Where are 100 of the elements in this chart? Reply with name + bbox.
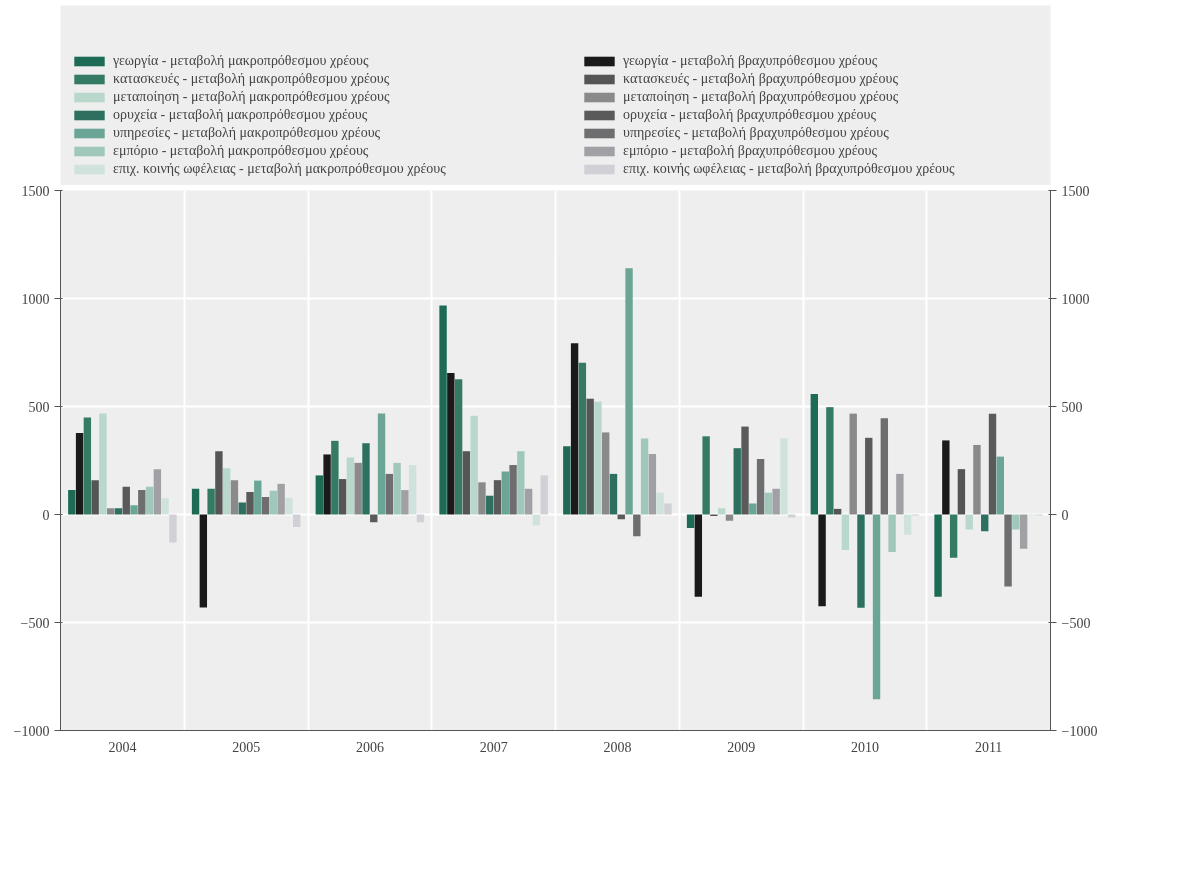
bar: [857, 514, 865, 608]
bar: [625, 268, 633, 515]
bar: [741, 426, 749, 515]
bar: [377, 413, 386, 515]
legend-label: κατασκευές - μεταβολή βραχυπρόθεσμου χρέους: [623, 71, 898, 87]
legend-label: ορυχεία - μεταβολή βραχυπρόθεσμου χρέους: [623, 107, 876, 123]
bar: [865, 437, 873, 515]
bar: [362, 443, 370, 515]
bar: [602, 432, 610, 515]
bar: [640, 438, 649, 515]
bar: [346, 457, 355, 515]
legend-label: ορυχεία - μεταβολή μακροπρόθεσμου χρέους: [113, 107, 368, 123]
legend-label: επιχ. κοινής ωφέλειας - μεταβολή μακροπρόθεσμου χρέους: [113, 161, 446, 177]
bar: [570, 343, 579, 515]
bar: [725, 514, 734, 521]
bar: [215, 451, 223, 515]
bar: [532, 514, 541, 526]
bar: [1012, 514, 1020, 530]
bar: [880, 418, 889, 515]
legend-label: υπηρεσίες - μεταβολή βραχυπρόθεσμου χρέους: [623, 125, 889, 141]
bar: [114, 508, 123, 515]
bar: [246, 492, 254, 515]
bar: [702, 436, 710, 515]
legend-label: επιχ. κοινής ωφέλειας - μεταβολή βραχυπρόθεσμου χρέους: [623, 161, 955, 177]
y2-tick-label: −500: [1061, 615, 1091, 631]
bar: [578, 362, 587, 515]
bar: [664, 503, 672, 515]
bar: [833, 508, 842, 515]
bar: [509, 465, 517, 515]
legend-label: γεωργία - μεταβολή βραχυπρόθεσμου χρέους: [623, 53, 878, 69]
bar: [1019, 514, 1028, 549]
bar: [841, 514, 850, 550]
bar: [942, 440, 950, 515]
bar: [83, 417, 92, 515]
bar: [138, 490, 146, 515]
y-tick-label: 1000: [21, 291, 50, 307]
bar: [996, 456, 1004, 515]
bar: [331, 440, 339, 515]
bar: [965, 514, 973, 530]
bar: [764, 492, 773, 515]
bar: [988, 413, 997, 515]
y2-tick-label: 1000: [1061, 291, 1090, 307]
bar: [563, 446, 571, 515]
bar: [277, 483, 285, 515]
bar: [261, 497, 270, 515]
legend-label: υπηρεσίες - μεταβολή μακροπρόθεσμου χρέους: [113, 125, 381, 141]
x-tick-label: 2007: [479, 739, 508, 755]
bar: [107, 508, 115, 515]
x-tick-label: 2010: [850, 739, 879, 755]
bar: [586, 398, 594, 515]
bar: [385, 473, 394, 515]
bar: [230, 480, 239, 515]
bar: [957, 469, 966, 515]
bar: [222, 468, 231, 515]
bar: [686, 514, 695, 528]
bar: [161, 498, 169, 515]
bar: [393, 462, 401, 515]
y2-tick-label: 500: [1061, 399, 1083, 415]
bar: [454, 379, 463, 515]
y-tick-label: 500: [28, 399, 50, 415]
legend-label: γεωργία - μεταβολή μακροπρόθεσμου χρέους: [113, 53, 369, 69]
y2-tick-label: 0: [1061, 507, 1069, 523]
bar: [656, 492, 664, 515]
legend-label: εμπόριο - μεταβολή βραχυπρόθεσμου χρέους: [623, 143, 878, 159]
bar: [323, 454, 331, 515]
bar: [478, 482, 486, 515]
bar: [1004, 514, 1012, 587]
bar: [896, 473, 904, 515]
x-tick-label: 2004: [108, 739, 137, 755]
y2-tick-label: 1500: [1061, 183, 1090, 199]
bar: [68, 490, 76, 515]
bar: [849, 413, 857, 515]
bar: [75, 433, 84, 515]
bar: [826, 407, 834, 515]
bar: [872, 514, 881, 700]
bar: [694, 514, 703, 597]
bar: [973, 444, 981, 515]
bar: [207, 488, 215, 515]
bar: [981, 514, 989, 532]
bar: [354, 462, 362, 515]
bar: [122, 486, 130, 515]
bar: [486, 495, 494, 515]
x-tick-label: 2006: [355, 739, 384, 755]
bar: [517, 451, 525, 515]
bar: [934, 514, 942, 597]
bar: [524, 488, 533, 515]
bar: [145, 486, 154, 515]
bar: [91, 480, 99, 515]
bar: [199, 514, 208, 608]
bar: [888, 514, 896, 553]
x-tick-label: 2009: [727, 739, 756, 755]
bar: [408, 465, 417, 515]
bar: [609, 473, 618, 515]
bar: [401, 490, 409, 515]
bar: [818, 514, 826, 607]
legend-label: εμπόριο - μεταβολή μακροπρόθεσμου χρέους: [113, 143, 369, 159]
bar: [733, 448, 741, 515]
bar: [756, 458, 765, 515]
bar: [493, 480, 502, 515]
bar: [315, 475, 324, 515]
